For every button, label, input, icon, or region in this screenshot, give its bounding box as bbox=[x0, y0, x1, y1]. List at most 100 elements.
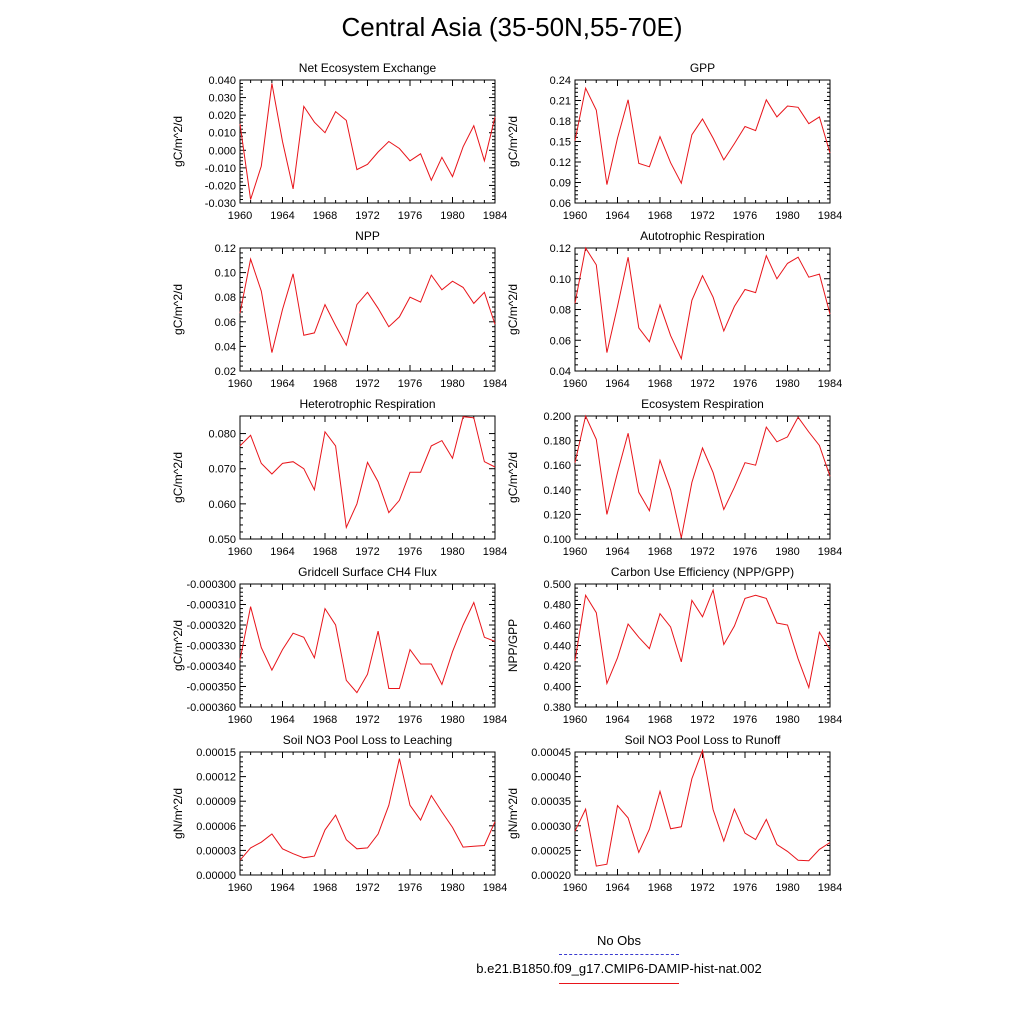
x-tick-label: 1960 bbox=[228, 210, 252, 222]
y-tick-label: 0.00000 bbox=[196, 870, 236, 882]
x-tick-label: 1984 bbox=[818, 378, 842, 390]
y-tick-label: 0.00009 bbox=[196, 796, 236, 808]
plot-frame bbox=[574, 415, 831, 540]
y-tick-label: -0.000360 bbox=[186, 702, 236, 714]
x-tick-label: 1972 bbox=[690, 546, 714, 558]
plot-frame bbox=[239, 79, 496, 204]
x-tick-label: 1972 bbox=[690, 882, 714, 894]
x-tick-label: 1960 bbox=[228, 378, 252, 390]
y-tick-label: -0.020 bbox=[205, 180, 236, 192]
y-tick-label: 0.080 bbox=[208, 429, 236, 441]
y-tick-label: 0.500 bbox=[543, 579, 571, 591]
y-tick-label: 0.180 bbox=[543, 436, 571, 448]
y-tick-label: 0.160 bbox=[543, 460, 571, 472]
x-tick-label: 1968 bbox=[313, 546, 337, 558]
x-tick-label: 1972 bbox=[690, 714, 714, 726]
panel-title: NPP bbox=[355, 229, 380, 243]
x-tick-label: 1972 bbox=[355, 546, 379, 558]
x-tick-label: 1980 bbox=[775, 714, 799, 726]
x-tick-label: 1980 bbox=[440, 882, 464, 894]
series-line bbox=[239, 601, 496, 694]
y-tick-label: 0.00020 bbox=[531, 870, 571, 882]
y-tick-label: 0.18 bbox=[550, 116, 571, 128]
y-axis-label: NPP/GPP bbox=[506, 619, 520, 672]
y-tick-label: -0.000350 bbox=[186, 682, 236, 694]
y-tick-label: 0.00012 bbox=[196, 772, 236, 784]
x-tick-label: 1972 bbox=[355, 882, 379, 894]
y-tick-label: 0.09 bbox=[550, 178, 571, 190]
y-tick-label: 0.100 bbox=[543, 534, 571, 546]
series-line bbox=[574, 588, 831, 690]
x-tick-label: 1976 bbox=[398, 546, 422, 558]
panel-net-ecosystem-exchange: Net Ecosystem Exchange gC/m^2/d -0.030 -0.0… bbox=[171, 61, 507, 222]
y-axis-label: gC/m^2/d bbox=[506, 116, 520, 167]
y-tick-label: 0.00040 bbox=[531, 772, 571, 784]
x-tick-label: 1980 bbox=[440, 378, 464, 390]
plot-frame bbox=[239, 751, 496, 876]
x-tick-label: 1964 bbox=[270, 714, 294, 726]
y-tick-label: 0.00015 bbox=[196, 747, 236, 759]
x-tick-label: 1980 bbox=[775, 882, 799, 894]
x-tick-label: 1960 bbox=[563, 210, 587, 222]
y-tick-label: 0.440 bbox=[543, 641, 571, 653]
y-tick-label: 0.06 bbox=[550, 335, 571, 347]
x-tick-label: 1968 bbox=[313, 378, 337, 390]
x-tick-label: 1984 bbox=[483, 378, 507, 390]
panel-soil-no3-pool-loss-to-runoff: Soil NO3 Pool Loss to Runoff gN/m^2/d 0.00… bbox=[506, 733, 842, 894]
y-tick-label: 0.00030 bbox=[531, 821, 571, 833]
y-tick-label: 0.030 bbox=[208, 93, 236, 105]
series-line bbox=[239, 83, 496, 200]
panel-title: Heterotrophic Respiration bbox=[299, 397, 435, 411]
y-axis-label: gN/m^2/d bbox=[171, 788, 185, 839]
y-tick-label: -0.000320 bbox=[186, 620, 236, 632]
series-line bbox=[574, 246, 831, 361]
y-tick-label: 0.00006 bbox=[196, 821, 236, 833]
x-tick-label: 1984 bbox=[483, 714, 507, 726]
x-tick-label: 1980 bbox=[775, 378, 799, 390]
y-tick-label: 0.050 bbox=[208, 534, 236, 546]
plot-frame bbox=[239, 583, 496, 708]
y-tick-label: 0.12 bbox=[550, 157, 571, 169]
x-tick-label: 1964 bbox=[605, 378, 629, 390]
x-tick-label: 1964 bbox=[270, 546, 294, 558]
panel-title: Soil NO3 Pool Loss to Leaching bbox=[283, 733, 452, 747]
y-axis-label: gC/m^2/d bbox=[506, 452, 520, 503]
y-axis-label: gC/m^2/d bbox=[171, 620, 185, 671]
x-tick-label: 1960 bbox=[563, 714, 587, 726]
y-tick-label: 0.200 bbox=[543, 411, 571, 423]
plot-frame bbox=[574, 79, 831, 204]
x-tick-label: 1968 bbox=[648, 546, 672, 558]
x-tick-label: 1976 bbox=[733, 714, 757, 726]
panel-npp: NPP gC/m^2/d 0.02 0.04 0.06 0.08 0.10 0.12 1960 1… bbox=[171, 229, 507, 390]
panel-title: Autotrophic Respiration bbox=[640, 229, 765, 243]
series-line bbox=[239, 257, 496, 353]
x-tick-label: 1972 bbox=[355, 210, 379, 222]
x-tick-label: 1984 bbox=[818, 714, 842, 726]
x-tick-label: 1964 bbox=[605, 714, 629, 726]
panel-gridcell-surface-ch4-flux: Gridcell Surface CH4 FluxgC/m^2/d-0.0003… bbox=[171, 565, 507, 726]
x-tick-label: 1976 bbox=[733, 378, 757, 390]
panel-gpp: GPP gC/m^2/d 0.06 0.09 0.12 0.15 0.18 0.21 0.24 1… bbox=[506, 61, 842, 222]
x-tick-label: 1968 bbox=[313, 882, 337, 894]
series-line bbox=[239, 416, 496, 530]
x-tick-label: 1960 bbox=[563, 546, 587, 558]
panel-title: Soil NO3 Pool Loss to Runoff bbox=[625, 733, 782, 747]
y-tick-label: 0.060 bbox=[208, 499, 236, 511]
x-tick-label: 1968 bbox=[648, 210, 672, 222]
x-tick-label: 1960 bbox=[228, 882, 252, 894]
x-tick-label: 1968 bbox=[313, 210, 337, 222]
panel-heterotrophic-respiration: Heterotrophic Respiration gC/m^2/d 0.050 0.… bbox=[171, 397, 507, 558]
y-tick-label: 0.00025 bbox=[531, 845, 571, 857]
x-tick-label: 1984 bbox=[818, 210, 842, 222]
panel-ecosystem-respiration: Ecosystem Respiration gC/m^2/d 0.100 0.120 0… bbox=[506, 397, 842, 558]
x-tick-label: 1984 bbox=[818, 546, 842, 558]
y-tick-label: 0.420 bbox=[543, 661, 571, 673]
x-tick-label: 1968 bbox=[648, 714, 672, 726]
y-tick-label: 0.00045 bbox=[531, 747, 571, 759]
x-tick-label: 1972 bbox=[690, 210, 714, 222]
x-tick-label: 1960 bbox=[563, 378, 587, 390]
panel-carbon-use-efficiency-npp-gpp: Carbon Use Efficiency (NPP/GPP) NPP/GPP 0.… bbox=[506, 565, 842, 726]
y-tick-label: 0.06 bbox=[550, 198, 571, 210]
x-tick-label: 1984 bbox=[483, 546, 507, 558]
